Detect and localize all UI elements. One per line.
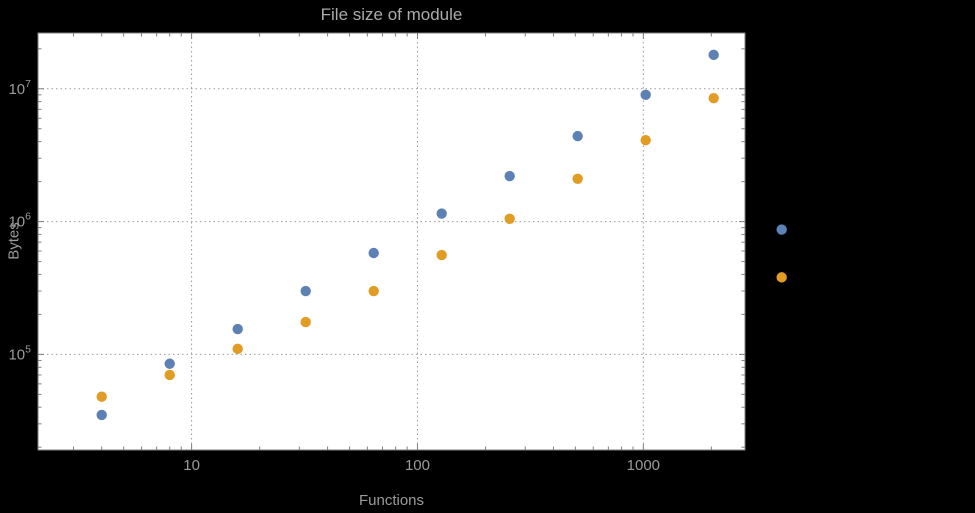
series-orange-points xyxy=(96,92,787,402)
data-point xyxy=(232,323,243,335)
data-point xyxy=(436,249,447,261)
x-tick-label: 10 xyxy=(183,457,200,474)
data-point xyxy=(572,173,583,184)
data-point xyxy=(572,130,583,142)
data-point xyxy=(436,208,447,219)
data-point xyxy=(96,391,107,402)
data-point xyxy=(504,213,515,224)
data-point xyxy=(300,285,311,297)
data-point xyxy=(708,92,719,104)
grid-lines xyxy=(38,33,745,450)
data-point xyxy=(368,247,379,259)
data-point xyxy=(640,135,651,146)
x-axis-label: Functions xyxy=(358,492,425,509)
x-tick-label: 100 xyxy=(405,457,430,474)
series-blue-points xyxy=(96,49,787,421)
chart-title: File size of module xyxy=(320,5,463,24)
data-point xyxy=(164,369,175,381)
x-tick-label: 1000 xyxy=(627,457,660,474)
data-point xyxy=(232,343,243,355)
data-point xyxy=(164,358,175,369)
y-tick-label: 106 xyxy=(8,211,31,231)
plot-area xyxy=(38,33,745,450)
axis-ticks xyxy=(38,33,745,450)
y-tick-label: 105 xyxy=(8,343,31,363)
data-point xyxy=(776,224,787,235)
plot-frame xyxy=(37,32,746,451)
y-tick-label: 107 xyxy=(8,78,31,98)
tick-labels: 10 100 1000 105 106 107 xyxy=(8,78,660,474)
data-point xyxy=(504,170,515,182)
data-point xyxy=(300,316,311,328)
data-point xyxy=(368,285,379,297)
data-point xyxy=(776,272,787,283)
data-point xyxy=(640,89,651,101)
data-point xyxy=(708,49,719,61)
data-point xyxy=(96,409,107,421)
